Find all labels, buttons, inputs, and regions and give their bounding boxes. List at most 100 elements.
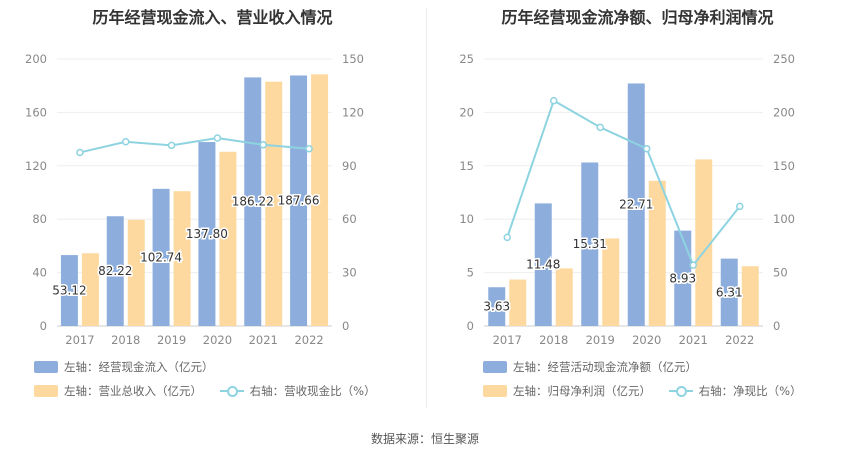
- legend-label: 左轴：营业总收入（亿元）: [64, 384, 202, 398]
- y-right-tick-label: 120: [342, 105, 364, 119]
- x-tick-label: 2018: [111, 333, 140, 347]
- bar-series1: [152, 188, 170, 326]
- y-left-tick-label: 200: [25, 52, 47, 66]
- legend-row-1: 左轴：经营现金流入（亿元）: [34, 359, 228, 375]
- y-right-tick-label: 250: [773, 52, 795, 66]
- bar-series2: [311, 74, 329, 326]
- legend-item[interactable]: 左轴：归母净利润（亿元）: [483, 383, 651, 399]
- bar-data-label: 3.63: [483, 300, 510, 314]
- y-left-tick-label: 0: [40, 319, 47, 333]
- y-right-tick-label: 150: [773, 159, 795, 173]
- line-point: [503, 233, 511, 242]
- legend-line-icon: [668, 385, 693, 397]
- y-left-tick-label: 10: [459, 212, 474, 226]
- x-tick-label: 2017: [65, 333, 94, 347]
- line-point: [736, 202, 744, 211]
- line-point: [122, 138, 130, 146]
- bar-series2: [173, 191, 191, 326]
- bar-series2: [265, 81, 283, 326]
- bar-series1: [198, 142, 216, 326]
- chart-panel-left: 历年经营现金流入、营业收入情况 0 40 80 120 160 200 0 30 60 90 120…: [0, 0, 425, 420]
- chart-title: 历年经营现金流入、营业收入情况: [92, 8, 333, 27]
- chart-panel-right: 历年经营现金流净额、归母净利润情况 0 5 10 15 20 25 0 50 100 150 200…: [425, 0, 850, 420]
- y-right-tick-label: 50: [773, 266, 788, 280]
- line-point: [643, 144, 651, 153]
- bar-data-label: 186.22: [232, 195, 274, 209]
- line-point: [596, 123, 604, 132]
- legend-swatch-bar1: [34, 361, 58, 373]
- bar-series1: [627, 83, 645, 326]
- legend-label: 左轴：经营活动现金流净额（亿元）: [513, 360, 697, 374]
- legend-label: 左轴：归母净利润（亿元）: [513, 384, 651, 398]
- bar-series2: [81, 253, 99, 326]
- y-right-tick-label: 0: [773, 319, 780, 333]
- bar-series1: [720, 258, 738, 326]
- line-point: [305, 144, 313, 153]
- y-left-tick-label: 40: [32, 266, 47, 280]
- bar-series1: [488, 287, 506, 326]
- legend-row-2: 左轴：营业总收入（亿元） 右轴：营收现金比（%）: [34, 383, 390, 399]
- bar-series2: [509, 279, 527, 326]
- bar-series1: [581, 162, 599, 326]
- legend-item[interactable]: 左轴：营业总收入（亿元）: [34, 383, 202, 399]
- bar-series1: [290, 75, 308, 326]
- bar-data-label: 11.48: [526, 258, 560, 272]
- bar-series1: [60, 255, 78, 326]
- legend-row-1: 左轴：经营活动现金流净额（亿元）: [483, 359, 711, 375]
- legend-row-2: 左轴：归母净利润（亿元） 右轴：净现比（%）: [483, 383, 816, 399]
- x-tick-label: 2021: [249, 333, 278, 347]
- bar-series1: [674, 230, 692, 326]
- y-left-tick-label: 80: [32, 212, 47, 226]
- x-tick-label: 2022: [294, 333, 323, 347]
- y-right-tick-label: 150: [342, 52, 364, 66]
- x-tick-label: 2022: [725, 333, 754, 347]
- legend-item[interactable]: 右轴：营收现金比（%）: [219, 383, 376, 399]
- bar-series1: [106, 216, 124, 326]
- panel-divider: [426, 8, 427, 408]
- bar-series2: [127, 219, 145, 326]
- legend-swatch-bar2: [483, 385, 507, 397]
- bar-data-label: 102.74: [140, 250, 182, 264]
- x-tick-label: 2019: [586, 333, 615, 347]
- bar-data-label: 15.31: [573, 237, 607, 251]
- bar-data-label: 53.12: [52, 284, 86, 298]
- legend-swatch-bar1: [483, 361, 507, 373]
- y-right-tick-label: 0: [342, 319, 349, 333]
- line-point: [213, 134, 222, 142]
- bar-series2: [741, 266, 759, 326]
- legend-label: 右轴：净现比（%）: [698, 384, 802, 398]
- y-right-tick-label: 30: [342, 266, 357, 280]
- chart-title: 历年经营现金流净额、归母净利润情况: [501, 8, 774, 27]
- bar-series2: [219, 151, 237, 326]
- legend-line-icon: [219, 385, 244, 397]
- legend-label: 右轴：营收现金比（%）: [249, 384, 376, 398]
- line-point: [76, 148, 84, 157]
- y-right-tick-label: 200: [773, 105, 795, 119]
- legend-item[interactable]: 右轴：净现比（%）: [668, 383, 802, 399]
- bar-data-label: 8.93: [669, 271, 696, 285]
- bar-series1: [534, 203, 552, 326]
- line-series: [79, 137, 310, 154]
- y-left-tick-label: 20: [459, 105, 474, 119]
- chart-svg: 0 40 80 120 160 200 0 30 60 90 120 150 2017 2018 2019 2…: [25, 52, 364, 347]
- bar-data-label: 187.66: [278, 194, 320, 208]
- legend-swatch-bar2: [34, 385, 58, 397]
- bar-series1: [244, 77, 262, 326]
- bar-series2: [555, 268, 573, 326]
- x-tick-label: 2020: [632, 333, 661, 347]
- y-left-tick-label: 160: [25, 105, 47, 119]
- y-left-tick-label: 15: [459, 159, 474, 173]
- legend-item[interactable]: 左轴：经营现金流入（亿元）: [34, 359, 214, 375]
- bar-series2: [602, 238, 620, 326]
- legend-item[interactable]: 左轴：经营活动现金流净额（亿元）: [483, 359, 697, 375]
- x-tick-label: 2019: [157, 333, 186, 347]
- bar-data-label: 137.80: [186, 227, 228, 241]
- legend-label: 左轴：经营现金流入（亿元）: [64, 360, 214, 374]
- y-right-tick-label: 100: [773, 212, 795, 226]
- y-left-tick-label: 5: [467, 266, 474, 280]
- x-tick-label: 2020: [203, 333, 232, 347]
- y-left-tick-label: 0: [467, 319, 474, 333]
- x-tick-label: 2017: [493, 333, 522, 347]
- x-tick-label: 2021: [679, 333, 708, 347]
